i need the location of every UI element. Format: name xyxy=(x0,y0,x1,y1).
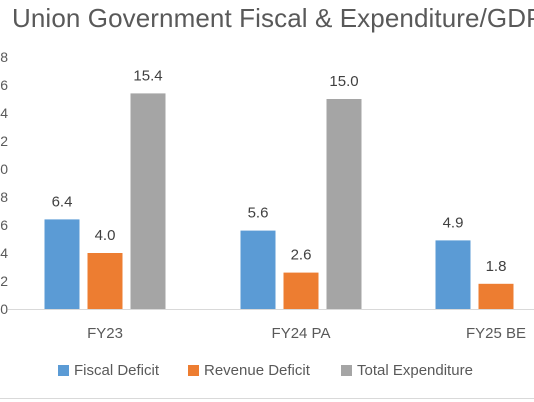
y-tick-label: 2 xyxy=(0,273,8,289)
y-tick-label: 0 xyxy=(0,301,8,317)
chart-legend: Fiscal Deficit Revenue Deficit Total Exp… xyxy=(0,362,534,386)
y-tick-label: 10 xyxy=(0,161,8,177)
y-tick-label: 4 xyxy=(0,245,8,261)
bar-revenue-deficit-fy25-be xyxy=(478,283,514,309)
legend-label-revenue-deficit: Revenue Deficit xyxy=(204,362,310,379)
bar-total-expenditure-fy23 xyxy=(130,93,166,310)
legend-swatch-revenue-deficit xyxy=(188,365,199,376)
y-tick-label: 12 xyxy=(0,133,8,149)
data-label: 4.9 xyxy=(443,214,464,231)
y-tick-label: 16 xyxy=(0,77,8,93)
y-tick-label: 8 xyxy=(0,189,8,205)
bar-chart-plot: 0 2 4 6 8 10 12 14 16 18 6.4 4.0 15.4 FY23 5.6 2.6 15.0 F… xyxy=(0,49,534,342)
legend-item-revenue-deficit: Revenue Deficit xyxy=(188,362,310,379)
chart-bottom-rule xyxy=(0,398,534,399)
legend-label-total-expenditure: Total Expenditure xyxy=(357,362,473,379)
legend-swatch-total-expenditure xyxy=(341,365,352,376)
legend-item-total-expenditure: Total Expenditure xyxy=(341,362,473,379)
y-tick-label: 14 xyxy=(0,105,8,121)
y-tick-label: 18 xyxy=(0,49,8,65)
bar-total-expenditure-fy24-pa xyxy=(326,99,362,309)
y-tick-label: 6 xyxy=(0,217,8,233)
bar-fiscal-deficit-fy24-pa xyxy=(240,230,276,309)
data-label: 4.0 xyxy=(95,227,116,244)
bar-fiscal-deficit-fy25-be xyxy=(435,240,471,309)
x-tick-label: FY23 xyxy=(87,325,123,342)
data-label: 6.4 xyxy=(52,193,73,210)
bar-fiscal-deficit-fy23 xyxy=(44,219,80,309)
x-tick-label: FY25 BE xyxy=(466,325,526,342)
data-label: 1.8 xyxy=(486,258,507,275)
data-label: 15.4 xyxy=(133,67,162,84)
legend-label-fiscal-deficit: Fiscal Deficit xyxy=(74,362,160,379)
legend-swatch-fiscal-deficit xyxy=(58,365,69,376)
bar-revenue-deficit-fy24-pa xyxy=(283,272,319,309)
data-label: 15.0 xyxy=(329,73,358,90)
chart-title: Union Government Fiscal & Expenditure/GD… xyxy=(12,3,534,33)
bar-revenue-deficit-fy23 xyxy=(87,253,123,309)
data-label: 5.6 xyxy=(248,205,269,222)
legend-item-fiscal-deficit: Fiscal Deficit xyxy=(58,362,159,379)
data-label: 2.6 xyxy=(291,247,312,264)
x-tick-label: FY24 PA xyxy=(272,325,331,342)
